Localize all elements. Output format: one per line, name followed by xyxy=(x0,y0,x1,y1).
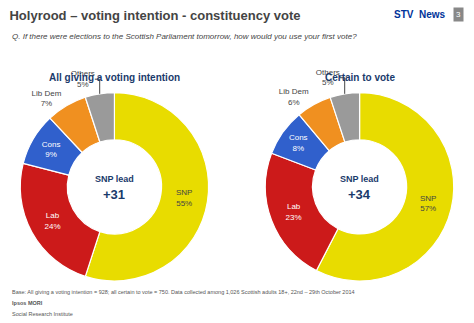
svg-text:Social Research Institute: Social Research Institute xyxy=(12,311,73,317)
svg-text:Lab23%: Lab23% xyxy=(286,202,302,221)
svg-text:Others5%: Others5% xyxy=(71,69,95,88)
svg-text:Holyrood – voting intention -: Holyrood – voting intention - constituen… xyxy=(9,8,300,23)
svg-text:SNP57%: SNP57% xyxy=(420,194,436,213)
svg-text:Cons8%: Cons8% xyxy=(289,133,308,152)
svg-text:SNP lead: SNP lead xyxy=(95,174,134,184)
svg-text:All giving a voting intention: All giving a voting intention xyxy=(49,72,180,83)
svg-text:+31: +31 xyxy=(103,187,125,202)
svg-text:Lib Dem6%: Lib Dem6% xyxy=(279,87,309,106)
svg-text:Certain to vote: Certain to vote xyxy=(325,72,395,83)
svg-text:+34: +34 xyxy=(348,187,371,202)
svg-text:Ipsos MORI: Ipsos MORI xyxy=(12,300,43,306)
svg-text:Others5%: Others5% xyxy=(316,68,340,87)
svg-text:Q. If there were elections to: Q. If there were elections to the Scotti… xyxy=(12,32,357,41)
svg-text:Lib Dem7%: Lib Dem7% xyxy=(32,89,62,108)
svg-text:Lab24%: Lab24% xyxy=(45,211,61,230)
svg-text:SNP lead: SNP lead xyxy=(340,174,379,184)
svg-text:Cons9%: Cons9% xyxy=(42,140,61,159)
svg-text:STV News: STV News xyxy=(394,9,446,20)
svg-text:Base: All giving a voting inte: Base: All giving a voting intention = 92… xyxy=(12,289,355,295)
svg-text:3: 3 xyxy=(456,10,461,19)
svg-text:SNP55%: SNP55% xyxy=(176,188,192,207)
